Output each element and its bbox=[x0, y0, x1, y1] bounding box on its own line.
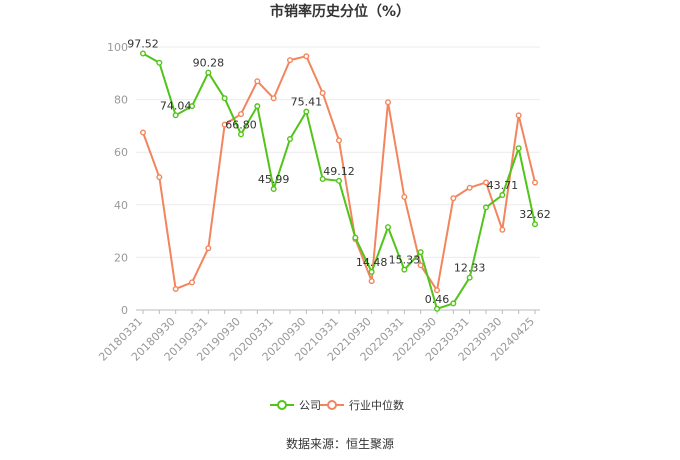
data-label: 15.33 bbox=[389, 254, 421, 267]
data-point bbox=[515, 145, 522, 152]
data-point bbox=[270, 95, 277, 102]
data-point bbox=[532, 179, 539, 186]
data-point bbox=[221, 121, 228, 128]
y-axis: 0 20 40 60 80 100 bbox=[107, 41, 128, 317]
data-point bbox=[172, 112, 179, 119]
legend-label: 公司 bbox=[299, 399, 321, 412]
y-tick-label: 100 bbox=[107, 41, 128, 54]
data-point bbox=[417, 249, 424, 256]
legend-item[interactable]: 公司 bbox=[270, 399, 321, 412]
grid bbox=[136, 46, 540, 258]
legend-label: 行业中位数 bbox=[349, 398, 404, 412]
data-label: 14.48 bbox=[356, 256, 388, 269]
data-point bbox=[434, 287, 441, 294]
data-point bbox=[287, 57, 294, 64]
x-axis: 2018033120180930201903312019093020200331… bbox=[96, 309, 540, 364]
data-point bbox=[205, 245, 212, 252]
data-point bbox=[466, 184, 473, 191]
data-point bbox=[483, 179, 490, 186]
data-point bbox=[172, 285, 179, 292]
data-point bbox=[450, 300, 457, 307]
data-point bbox=[156, 174, 163, 181]
data-point bbox=[319, 90, 326, 97]
data-label: 0.46 bbox=[425, 293, 450, 306]
data-point bbox=[368, 278, 375, 285]
data-point bbox=[156, 59, 163, 66]
data-point bbox=[139, 50, 146, 57]
y-tick-label: 60 bbox=[114, 146, 128, 159]
data-point bbox=[336, 137, 343, 144]
data-point bbox=[499, 226, 506, 233]
data-point bbox=[254, 103, 261, 110]
data-point bbox=[303, 53, 310, 60]
data-point bbox=[499, 192, 506, 199]
data-point bbox=[205, 69, 212, 76]
data-point bbox=[368, 268, 375, 275]
data-point bbox=[237, 111, 244, 118]
data-label: 32.62 bbox=[519, 208, 551, 221]
data-point bbox=[336, 177, 343, 184]
data-point bbox=[450, 195, 457, 202]
legend[interactable]: 公司 行业中位数 bbox=[270, 398, 404, 412]
data-labels: 97.52 74.04 90.28 66.80 45.99 75.41 49.12 14.48… bbox=[127, 38, 551, 306]
data-point bbox=[532, 221, 539, 228]
data-label: 49.12 bbox=[323, 165, 355, 178]
data-point bbox=[270, 186, 277, 193]
data-point bbox=[287, 136, 294, 143]
data-point bbox=[221, 95, 228, 102]
chart-title: 市销率历史分位（%） bbox=[270, 3, 410, 20]
series-layer bbox=[139, 50, 539, 312]
data-point bbox=[401, 193, 408, 200]
data-label: 74.04 bbox=[160, 99, 192, 112]
legend-item[interactable]: 行业中位数 bbox=[320, 398, 404, 412]
data-label: 66.80 bbox=[225, 118, 257, 131]
y-tick-label: 20 bbox=[114, 251, 128, 264]
y-tick-label: 40 bbox=[114, 199, 128, 212]
data-label: 12.33 bbox=[454, 262, 486, 275]
data-point bbox=[483, 204, 490, 211]
data-point bbox=[188, 103, 195, 110]
data-point bbox=[401, 266, 408, 273]
data-point bbox=[254, 78, 261, 85]
data-point bbox=[417, 262, 424, 269]
data-label: 45.99 bbox=[258, 173, 290, 186]
source-note: 数据来源：恒生聚源 bbox=[286, 436, 394, 451]
data-point bbox=[466, 274, 473, 281]
data-point bbox=[303, 108, 310, 115]
y-tick-label: 0 bbox=[121, 304, 128, 317]
data-point bbox=[188, 279, 195, 286]
data-point bbox=[319, 176, 326, 183]
data-point bbox=[385, 224, 392, 231]
y-tick-label: 80 bbox=[114, 94, 128, 107]
data-point bbox=[352, 234, 359, 241]
data-label: 97.52 bbox=[127, 38, 159, 51]
data-point bbox=[515, 112, 522, 119]
data-label: 75.41 bbox=[291, 96, 323, 109]
data-label: 43.71 bbox=[487, 179, 519, 192]
data-point bbox=[139, 129, 146, 136]
legend-swatch-marker bbox=[277, 400, 287, 410]
data-label: 90.28 bbox=[193, 57, 225, 70]
data-point bbox=[434, 305, 441, 312]
legend-swatch-marker bbox=[327, 400, 337, 410]
data-point bbox=[385, 99, 392, 106]
data-point bbox=[237, 131, 244, 138]
